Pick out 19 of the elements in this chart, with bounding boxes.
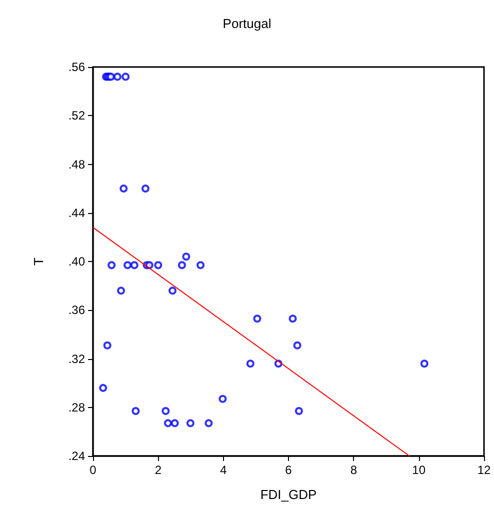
- y-tick-label: .44: [68, 206, 86, 220]
- y-tick-label: .52: [68, 108, 86, 123]
- x-tick-label: 0: [90, 463, 97, 477]
- x-tick-label: 10: [412, 463, 426, 477]
- y-tick-label: .56: [68, 60, 86, 74]
- x-tick-label: 4: [220, 463, 227, 477]
- y-axis-title: T: [31, 257, 46, 266]
- y-tick-label: .24: [68, 449, 86, 463]
- x-tick-label: 6: [285, 463, 292, 477]
- y-tick-label: .48: [68, 157, 86, 172]
- x-tick-label: 12: [477, 463, 491, 477]
- y-tick-label: .32: [68, 352, 86, 366]
- x-tick-label: 2: [154, 463, 162, 477]
- y-tick-label: .36: [68, 303, 86, 318]
- chart-title: Portugal: [222, 16, 272, 31]
- x-axis-title: FDI_GDP: [260, 487, 317, 502]
- x-tick-label: 8: [350, 463, 358, 477]
- y-tick-label: .40: [68, 254, 86, 268]
- y-tick-label: .28: [68, 400, 86, 414]
